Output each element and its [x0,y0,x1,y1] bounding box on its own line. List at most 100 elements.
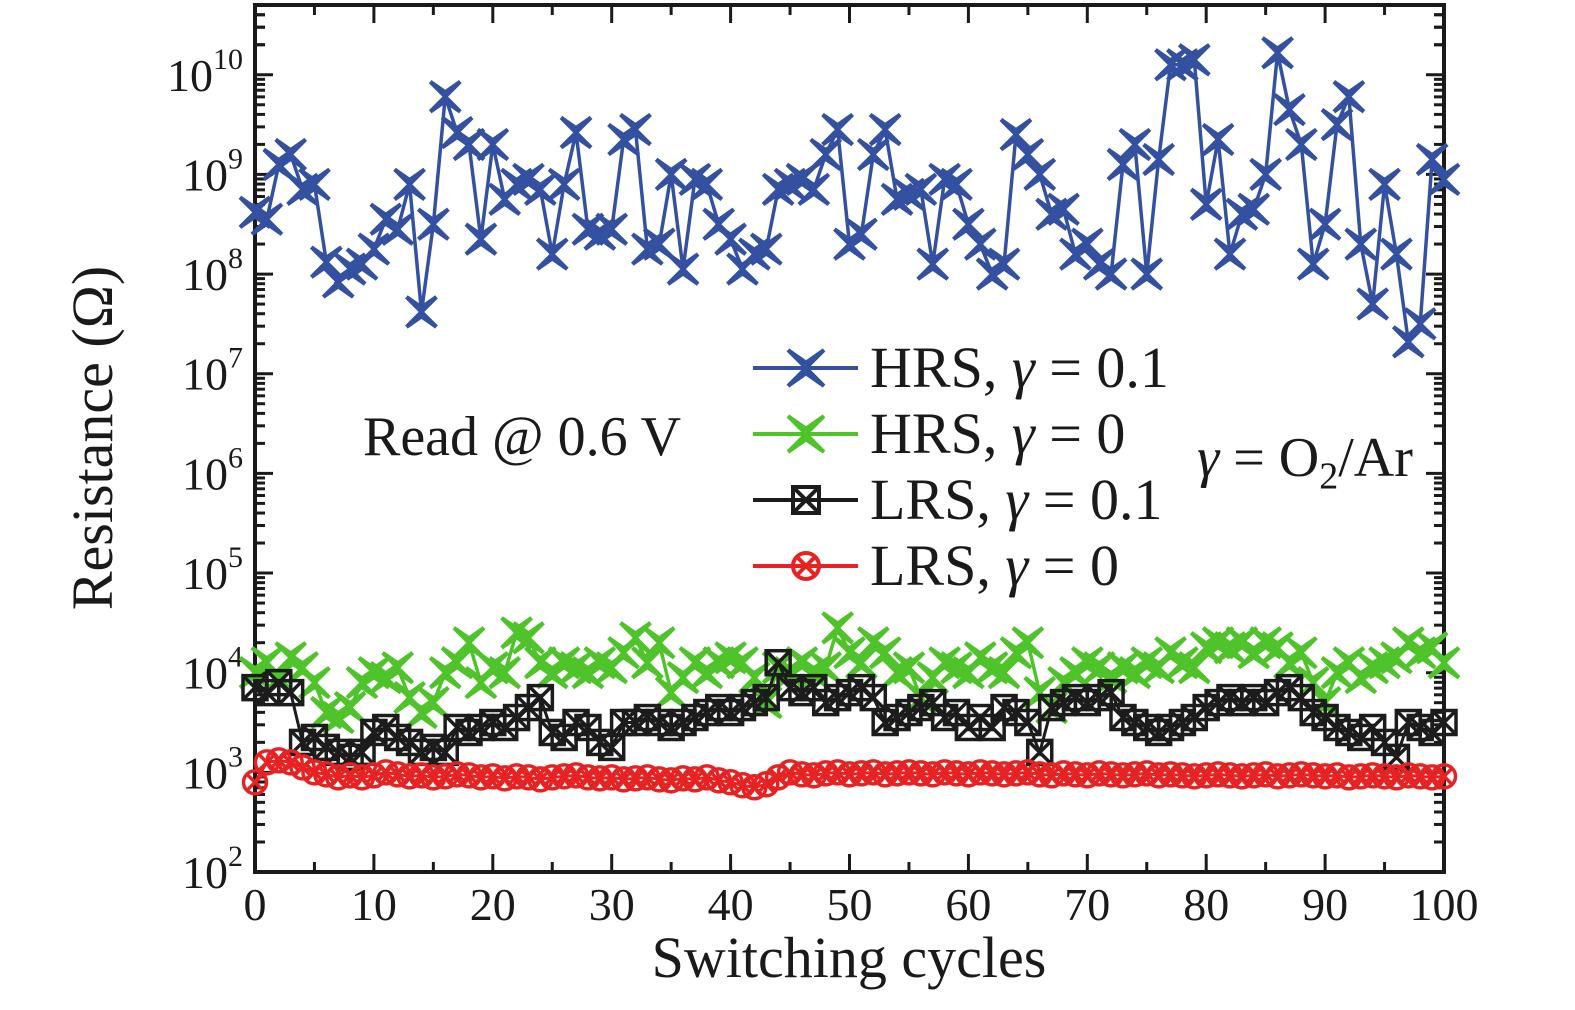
data-point-marker [1273,92,1306,127]
text-part: γ [1012,335,1037,400]
text-part: HRS, [870,401,1012,466]
legend-label: LRS, γ = 0 [870,533,1119,598]
data-point-marker [500,616,533,650]
x-axis-tick-label: 10 [351,879,397,930]
data-point-marker [1213,237,1247,271]
data-point-marker [737,237,771,271]
data-point-marker [1308,207,1342,241]
y-axis-tick-label: 108 [182,242,243,300]
data-point-marker [1249,157,1283,192]
data-point-marker [737,661,771,695]
data-point-marker [583,646,617,680]
data-point-marker [428,80,462,114]
text-part: = 0 [1035,401,1126,466]
data-point-marker [1011,137,1045,172]
data-point-marker [1094,257,1128,291]
data-point-marker [1189,187,1223,221]
text-part: γ [1012,401,1037,466]
text-part: γ [1005,467,1030,532]
data-point-marker [714,222,748,256]
y-axis-tick-label: 104 [182,641,243,699]
y-axis-tick-label: 107 [182,342,243,400]
x-axis-tick-label: 0 [244,879,267,930]
data-point-marker [416,685,450,720]
data-point-marker [464,222,498,256]
data-point-marker [262,661,296,695]
data-point-marker [821,611,855,645]
data-point-marker [1430,763,1458,790]
data-point-marker [1035,197,1069,231]
data-point-marker [357,656,391,690]
x-axis-tick-label: 80 [1183,879,1229,930]
data-point-marker [642,626,676,660]
axes-layer: 0 10 20 30 40 50 60 70 80 90 100 102 103 104 105 106 107… [167,3,1479,930]
data-point-marker [1177,651,1211,685]
data-point-marker [987,656,1021,690]
data-point-marker [880,656,914,690]
data-point-marker [1261,36,1294,70]
data-point-marker [1106,651,1140,685]
data-point-marker [940,651,973,685]
y-axis-tick-label: 103 [182,740,243,798]
series-lrs-0.1 [241,648,1458,772]
data-point-marker [1391,325,1425,359]
data-point-marker [250,202,284,236]
x-axis-tick-label: 30 [589,879,635,930]
y-axis-title: Resistance (Ω) [60,266,125,610]
text-part: = 0.1 [1028,467,1162,532]
data-point-marker [1368,167,1401,202]
y-axis-tick-label: 102 [182,840,243,898]
data-point-marker [405,295,438,329]
data-point-marker [880,182,914,216]
data-point-marker [1403,307,1437,341]
x-axis-tick-label: 40 [708,879,754,930]
data-point-marker [630,232,664,266]
text-part: /Ar [1338,427,1413,489]
data-point-marker [1332,80,1366,114]
data-point-marker [274,137,308,172]
data-point-marker [1011,626,1045,660]
data-point-marker [416,207,450,241]
x-axis-tick-label: 90 [1302,879,1348,930]
data-point-marker [309,245,343,279]
data-point-marker [1415,142,1449,177]
data-point-marker [381,651,415,685]
data-point-marker [666,252,700,286]
data-point-marker [476,651,510,685]
data-point-marker [892,651,926,685]
gamma-definition-annotation: γ = O2/Ar [1197,427,1413,497]
data-point-marker [500,167,533,202]
data-point-marker [381,212,415,246]
data-point-marker [1118,127,1152,162]
legend-marker-x-circle [791,551,821,581]
data-point-marker [1070,646,1104,680]
series-hrs-0.1 [238,36,1461,359]
data-point-marker [512,621,545,655]
text-part: Read @ 0.6 V [363,406,681,468]
annotations-layer: Read @ 0.6 V γ = O2/Ar [363,406,1413,497]
x-axis-tick-label: 50 [827,879,873,930]
data-point-marker [1130,646,1164,680]
data-point-marker [761,651,795,685]
data-point-marker [619,112,652,147]
legend-label: HRS, γ = 0.1 [870,335,1169,400]
data-point-marker [1154,48,1187,82]
data-point-marker [1427,646,1461,680]
x-axis-tick-label: 100 [1410,879,1479,930]
text-part: = 0 [1028,533,1119,598]
data-point-marker [523,172,557,207]
data-point-marker [571,212,605,246]
series-hrs-0 [238,611,1461,735]
data-point-marker [1106,147,1140,182]
data-point-marker [276,678,305,707]
x-axis-tick-label: 60 [945,879,991,930]
data-point-marker [916,247,950,281]
data-point-marker [1368,646,1401,680]
series-layer [238,36,1461,801]
data-point-marker [547,646,581,680]
data-point-marker [1320,107,1354,142]
series-markers-lrs-0 [241,747,1458,801]
data-point-marker [773,167,807,202]
